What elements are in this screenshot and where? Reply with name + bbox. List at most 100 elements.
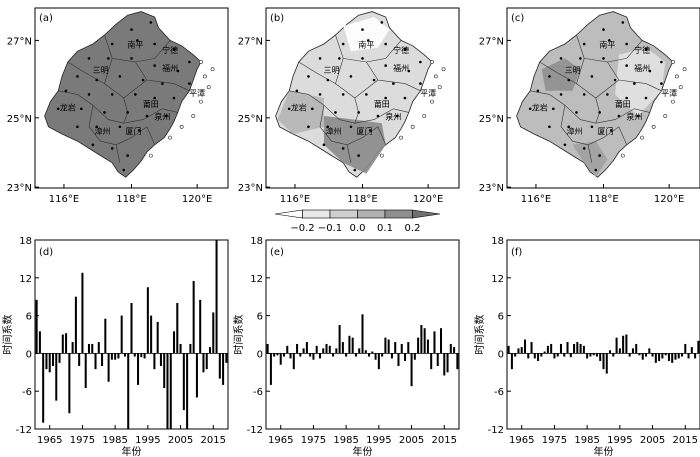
colorbar-tick-label: 0.1 — [377, 223, 393, 234]
station-dot — [559, 57, 563, 60]
bar-chart: -12 -6 0 6 12 18 1965 1975 1985 1995 2005 2015 (f) 年份… — [473, 236, 700, 457]
station-dot — [326, 78, 330, 82]
bar — [354, 353, 357, 357]
bar — [276, 353, 279, 356]
colorbar: −0.2 −0.1 0.0 0.1 0.2 — [274, 209, 441, 234]
island — [433, 74, 438, 79]
island — [179, 124, 184, 129]
station-dot — [134, 93, 137, 96]
y-tick-label: 12 — [19, 274, 32, 285]
bar — [648, 348, 651, 354]
city-border — [67, 58, 113, 85]
bar — [35, 299, 38, 354]
x-tick-label: 1985 — [102, 435, 127, 446]
bar — [550, 343, 553, 354]
island — [202, 74, 207, 79]
station-dot — [153, 42, 156, 46]
city-border — [58, 90, 178, 124]
x-tick-label: 1995 — [607, 435, 632, 446]
bar — [514, 353, 517, 357]
bar — [202, 353, 205, 373]
lat-tick-label: 25°N — [7, 114, 32, 125]
station-dot — [153, 64, 156, 67]
lon-tick-label: 118°E — [588, 194, 618, 205]
colorbar-tick-label: −0.1 — [318, 223, 342, 234]
colorbar-segment — [384, 209, 413, 219]
bar — [45, 353, 48, 370]
bar — [690, 347, 693, 354]
station-dot — [110, 147, 114, 150]
station-dot — [559, 93, 563, 96]
city-label: 南平 — [358, 40, 374, 50]
province-shape — [44, 11, 202, 178]
bar — [628, 353, 631, 357]
bar — [677, 353, 680, 359]
bar — [81, 272, 84, 354]
bar — [61, 334, 64, 354]
station-dot — [95, 78, 99, 82]
city-label: 厦门 — [356, 126, 372, 136]
bar — [625, 334, 628, 354]
station-dot — [334, 111, 337, 114]
bar-chart: -12 -6 0 6 12 18 1965 1975 1985 1995 2005 2015 (d) 年份… — [1, 236, 229, 457]
bar — [218, 353, 221, 379]
city-label: 福州 — [634, 64, 650, 73]
bar — [74, 296, 77, 354]
station-dot — [552, 107, 555, 111]
city-label: 宁德 — [634, 45, 650, 55]
bar — [65, 333, 68, 354]
station-dot — [87, 93, 91, 96]
bar — [173, 331, 176, 354]
bar — [566, 342, 569, 354]
y-tick-label: -12 — [16, 425, 32, 436]
bar — [394, 342, 397, 354]
bar — [674, 353, 677, 360]
station-dot — [660, 82, 663, 85]
bar — [622, 335, 625, 354]
bar — [351, 337, 354, 354]
bar — [377, 353, 380, 370]
station-dot — [287, 107, 291, 111]
x-tick-label: 1965 — [37, 435, 62, 446]
station-dot — [176, 69, 180, 73]
y-tick-label: -6 — [494, 387, 504, 398]
bar — [312, 353, 315, 360]
x-tick-label: 1985 — [574, 435, 599, 446]
lon-tick-label: 118°E — [347, 194, 377, 205]
station-dot — [590, 125, 594, 129]
y-axis-label: 时间系数 — [473, 315, 486, 355]
panel-label: (a) — [39, 13, 53, 24]
colorbar-tick-label: −0.2 — [290, 223, 314, 234]
station-dot — [609, 129, 613, 132]
station-dot — [548, 75, 551, 78]
island — [199, 99, 203, 104]
bar — [400, 343, 403, 354]
bar-chart: -12 -6 0 6 12 18 1965 1975 1985 1995 2005 2015 (e) 年份… — [232, 236, 460, 457]
bar — [104, 318, 107, 354]
y-tick-label: 6 — [257, 312, 263, 323]
island — [399, 135, 404, 140]
station-dot — [407, 69, 411, 73]
y-tick-label: 6 — [26, 312, 32, 323]
station-dot — [625, 64, 628, 67]
bar — [279, 353, 282, 365]
station-dot — [318, 93, 322, 96]
station-dot — [625, 42, 628, 46]
colorbar-tick-label: 0.0 — [350, 223, 366, 234]
panel-label: (e) — [270, 247, 284, 258]
station-dot — [380, 21, 384, 24]
bar — [97, 342, 100, 354]
bar — [651, 353, 654, 357]
city-label: 平潭 — [420, 89, 436, 98]
bar — [602, 353, 605, 370]
station-dot — [126, 111, 129, 114]
bar — [563, 353, 566, 357]
station-dot — [126, 154, 129, 157]
city-border — [115, 144, 121, 163]
island — [199, 60, 203, 64]
station-dot — [395, 114, 399, 118]
city-label: 莆田 — [615, 99, 631, 109]
city-label: 漳州 — [567, 126, 583, 136]
